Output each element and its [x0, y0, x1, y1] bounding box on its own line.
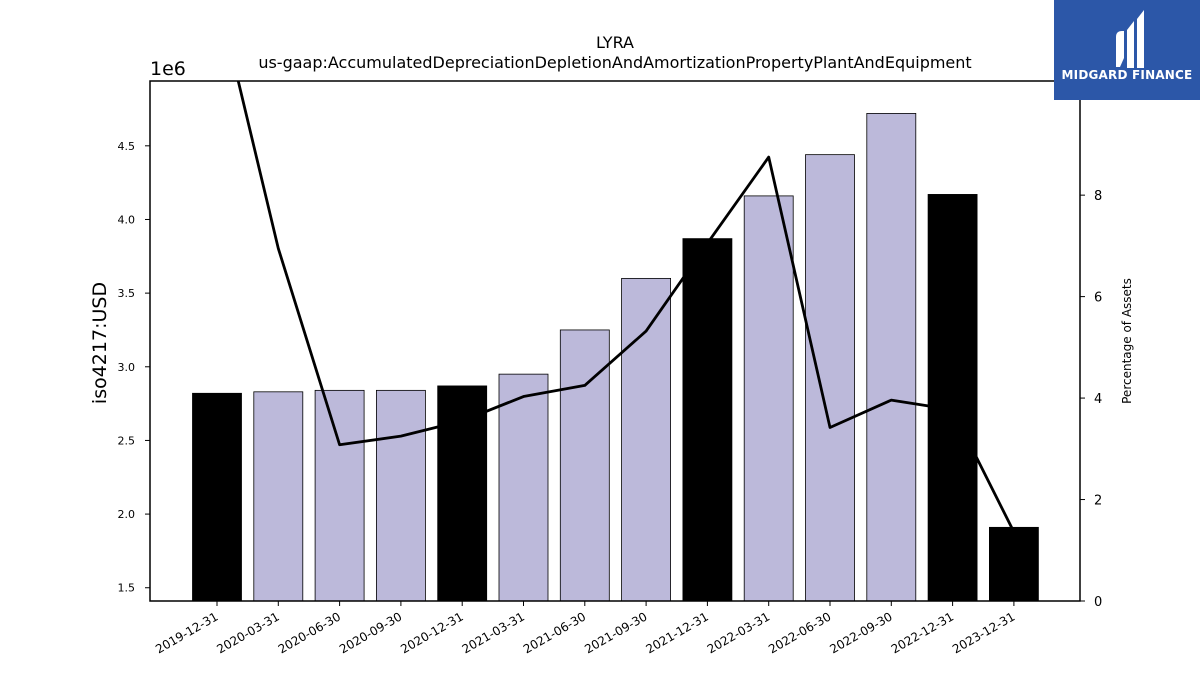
bar-group	[192, 113, 1039, 602]
bar	[621, 277, 671, 602]
brand-logo: MIDGARD FINANCE	[1054, 0, 1200, 100]
y-tick-label: 1.5	[118, 582, 136, 595]
x-tick-label: 2021-09-30	[582, 609, 649, 656]
y-offset-label: 1e6	[150, 58, 186, 80]
y-tick-label: 4.0	[118, 213, 136, 226]
bar	[866, 113, 917, 602]
y-tick-label: 3.5	[118, 287, 136, 300]
chart-subtitle: us-gaap:AccumulatedDepreciationDepletion…	[258, 53, 971, 72]
midgard-logo-icon	[1116, 10, 1144, 68]
bar	[805, 154, 855, 602]
y-axis-label: iso4217:USD	[89, 282, 111, 404]
bar	[375, 389, 426, 602]
y2-axis-ticks: 0 2 4 6 8	[1080, 189, 1102, 610]
x-tick-label: 2022-06-30	[766, 609, 833, 656]
y2-tick-label: 2	[1094, 494, 1102, 509]
logo-text: MIDGARD FINANCE	[1061, 68, 1193, 82]
x-tick-label: 2022-09-30	[827, 609, 894, 656]
x-tick-label: 2021-12-31	[643, 609, 710, 656]
x-tick-label: 2019-12-31	[153, 609, 220, 656]
x-tick-label: 2022-03-31	[705, 609, 772, 656]
x-tick-label: 2020-06-30	[276, 609, 343, 656]
line-layer	[236, 81, 1016, 533]
x-tick-label: 2021-03-31	[460, 609, 527, 656]
y2-tick-label: 0	[1094, 595, 1102, 610]
bar	[192, 392, 242, 602]
y2-axis-label: Percentage of Assets	[1120, 278, 1134, 404]
y2-tick-label: 6	[1094, 291, 1102, 306]
y2-tick-label: 4	[1094, 392, 1102, 407]
bar	[743, 195, 794, 602]
x-tick-label: 2020-09-30	[337, 609, 404, 656]
y-tick-label: 2.5	[118, 434, 136, 447]
x-tick-label: 2023-12-31	[950, 609, 1017, 656]
y-tick-label: 3.0	[118, 361, 136, 374]
x-tick-label: 2020-03-31	[214, 609, 281, 656]
x-tick-label: 2020-12-31	[398, 609, 465, 656]
series-line	[236, 81, 1016, 533]
bar	[314, 389, 365, 602]
x-tick-label: 2022-12-31	[889, 609, 956, 656]
chart-title: LYRA	[596, 33, 634, 52]
y-axis-ticks: 1.5 2.0 2.5 3.0 3.5 4.0 4.5	[118, 140, 150, 595]
bar	[682, 238, 733, 602]
x-axis-ticks: 2019-12-312020-03-312020-06-302020-09-30…	[153, 601, 1017, 656]
plot-frame	[149, 80, 1081, 602]
bar	[437, 385, 488, 602]
y-tick-label: 2.0	[118, 508, 136, 521]
bar	[989, 526, 1039, 602]
bar	[927, 194, 978, 602]
y2-tick-label: 8	[1094, 189, 1102, 204]
y-tick-label: 4.5	[118, 140, 136, 153]
bar	[253, 391, 304, 602]
bar	[498, 373, 549, 602]
x-tick-label: 2021-06-30	[521, 609, 588, 656]
